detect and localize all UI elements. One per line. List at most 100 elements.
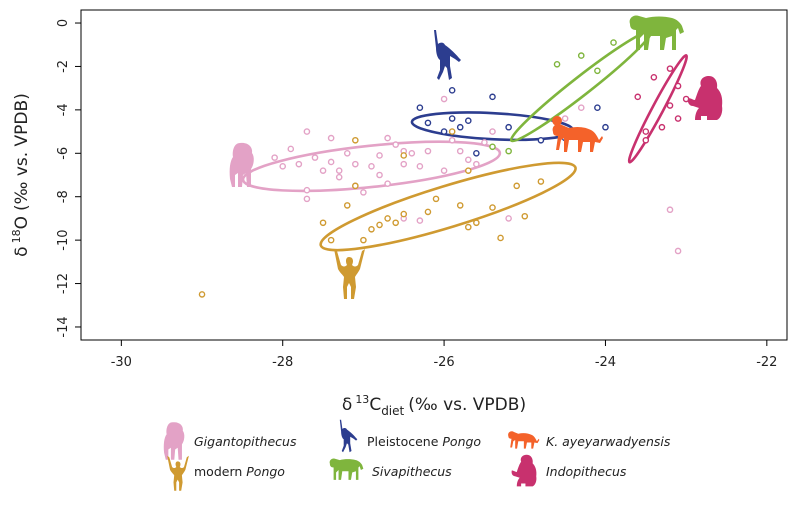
legend-item-gigantopithecus: Gigantopithecus <box>163 422 297 460</box>
gigantopithecus-point <box>343 149 351 157</box>
modern-pongo-ellipse <box>319 161 577 252</box>
pleistocene-pongo-point <box>594 104 601 111</box>
gigantopithecus-point <box>440 95 448 103</box>
modern-pongo-point <box>464 167 472 174</box>
gigantopithecus-point <box>440 167 448 174</box>
modern-pongo-point <box>400 152 408 159</box>
legend-quadruped-ape-icon <box>329 458 364 480</box>
sivapithecus-point <box>553 60 561 68</box>
x-axis-title: δ 13Cdiet (‰ vs. VPDB) <box>342 393 526 418</box>
sivapithecus-point <box>577 52 585 59</box>
sivapithecus-point <box>594 67 601 75</box>
gigantopithecus-point <box>416 217 424 224</box>
legend-small-quadruped-ape-icon <box>508 431 540 449</box>
indopithecus-ellipse <box>627 53 689 164</box>
pleistocene-pongo-swinging-ape-icon <box>434 30 461 80</box>
k-ayeyarwadyensis-point <box>552 115 562 126</box>
pleistocene-pongo-point <box>448 87 456 94</box>
x-tick-label: -30 <box>111 355 132 370</box>
modern-pongo-point <box>473 219 480 227</box>
indopithecus-point <box>658 123 666 131</box>
pleistocene-pongo-point <box>537 136 545 144</box>
legend-label: K. ayeyarwadyensis <box>546 434 671 449</box>
x-tick-label: -26 <box>433 355 454 370</box>
gigantopithecus-point <box>352 160 359 168</box>
gigantopithecus-point <box>666 206 674 214</box>
gigantopithecus-point <box>384 180 391 187</box>
modern-pongo-point <box>360 236 367 244</box>
y-tick-label: -2 <box>56 60 71 73</box>
legend-sitting-ape-icon <box>511 454 537 487</box>
gigantopithecus-point <box>295 160 303 168</box>
gigantopithecus-standing-ape-icon <box>229 142 254 187</box>
legend-label: Pleistocene Pongo <box>367 434 481 449</box>
gigantopithecus-point <box>335 173 343 181</box>
modern-pongo-point <box>497 234 504 242</box>
gigantopithecus-point <box>392 141 399 148</box>
gigantopithecus-point <box>400 160 408 168</box>
modern-pongo-point <box>432 195 440 203</box>
pleistocene-pongo-point <box>424 119 432 127</box>
indopithecus-point <box>642 136 650 144</box>
axes: -30 -28 -26 -24 -22 0 -2 -4 -6 -8 -10 -12 -14 <box>56 19 777 370</box>
modern-pongo-hanging-ape-icon <box>334 249 365 299</box>
pleistocene-pongo-point <box>416 104 424 111</box>
gigantopithecus-point <box>376 152 383 159</box>
legend-label: Gigantopithecus <box>194 434 297 449</box>
gigantopithecus-point <box>416 163 424 170</box>
modern-pongo-point <box>400 210 408 218</box>
gigantopithecus-point <box>481 139 488 146</box>
pleistocene-pongo-point <box>505 123 512 131</box>
y-tick-label: -4 <box>56 103 71 116</box>
gigantopithecus-point <box>384 134 391 142</box>
indopithecus-point <box>666 65 674 72</box>
modern-pongo-point <box>392 219 399 227</box>
gigantopithecus-point <box>319 167 327 174</box>
legend-label: Indopithecus <box>546 464 627 479</box>
gigantopithecus-point <box>489 128 496 135</box>
legend-item-k-ayeyarwadyensis: K. ayeyarwadyensis <box>508 431 671 449</box>
y-tick-label: -14 <box>56 316 71 337</box>
indopithecus-point <box>650 74 658 81</box>
y-tick-label: -6 <box>56 147 71 160</box>
y-tick-label: 0 <box>56 19 71 27</box>
modern-pongo-point <box>327 236 335 244</box>
x-tick-label: -22 <box>756 355 777 370</box>
gigantopithecus-point <box>303 186 311 194</box>
gigantopithecus-point <box>424 147 432 155</box>
indopithecus-point <box>634 93 642 101</box>
sivapithecus-point <box>610 39 617 46</box>
modern-pongo-point <box>384 215 391 222</box>
gigantopithecus-point <box>456 147 464 155</box>
gigantopithecus-point <box>674 247 682 255</box>
modern-pongo-point <box>537 178 545 185</box>
gigantopithecus-point <box>368 163 375 170</box>
data-points <box>198 39 690 298</box>
modern-pongo-point <box>352 136 359 144</box>
gigantopithecus-point <box>287 145 295 153</box>
legend-item-indopithecus: Indopithecus <box>511 454 627 487</box>
pleistocene-pongo-point <box>489 93 496 101</box>
y-tick-label: -8 <box>56 190 71 203</box>
modern-pongo-point <box>424 208 432 216</box>
modern-pongo-point <box>456 202 464 209</box>
plot-frame <box>80 9 788 341</box>
pleistocene-pongo-point <box>456 123 464 131</box>
gigantopithecus-point <box>327 158 335 166</box>
legend-standing-ape-icon <box>163 422 185 460</box>
legend-item-sivapithecus: Sivapithecus <box>329 458 452 480</box>
gigantopithecus-point <box>311 154 319 161</box>
modern-pongo-point <box>513 182 521 190</box>
gigantopithecus-point <box>448 136 456 144</box>
sivapithecus-quadruped-ape-icon <box>629 15 684 50</box>
legend-item-pleistocene-pongo: Pleistocene Pongo <box>339 419 481 453</box>
sivapithecus-point <box>489 143 496 151</box>
indopithecus-point <box>674 82 682 90</box>
modern-pongo-point <box>352 182 359 190</box>
indopithecus-point <box>666 102 674 109</box>
modern-pongo-point <box>521 212 529 220</box>
gigantopithecus-point <box>360 189 367 196</box>
modern-pongo-point <box>448 128 456 135</box>
modern-pongo-point <box>464 223 472 231</box>
